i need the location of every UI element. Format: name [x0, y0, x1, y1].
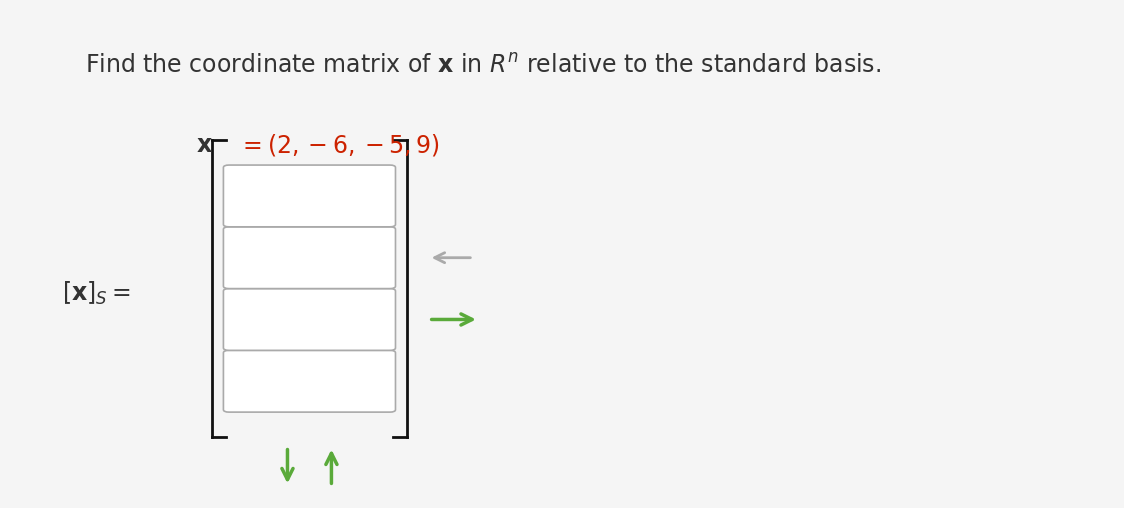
FancyBboxPatch shape [224, 289, 396, 351]
Text: $\mathbf{x}$: $\mathbf{x}$ [196, 133, 212, 157]
Text: Find the coordinate matrix of: Find the coordinate matrix of [84, 54, 439, 78]
Text: $[\mathbf{x}]_S =$: $[\mathbf{x}]_S =$ [63, 280, 132, 307]
FancyBboxPatch shape [224, 227, 396, 289]
Text: Find the coordinate matrix of $\mathbf{x}$ in $R^n$ relative to the standard bas: Find the coordinate matrix of $\mathbf{x… [84, 54, 881, 78]
Text: $= (2, -6, -5, 9)$: $= (2, -6, -5, 9)$ [238, 132, 439, 158]
FancyBboxPatch shape [224, 165, 396, 227]
FancyBboxPatch shape [224, 351, 396, 412]
